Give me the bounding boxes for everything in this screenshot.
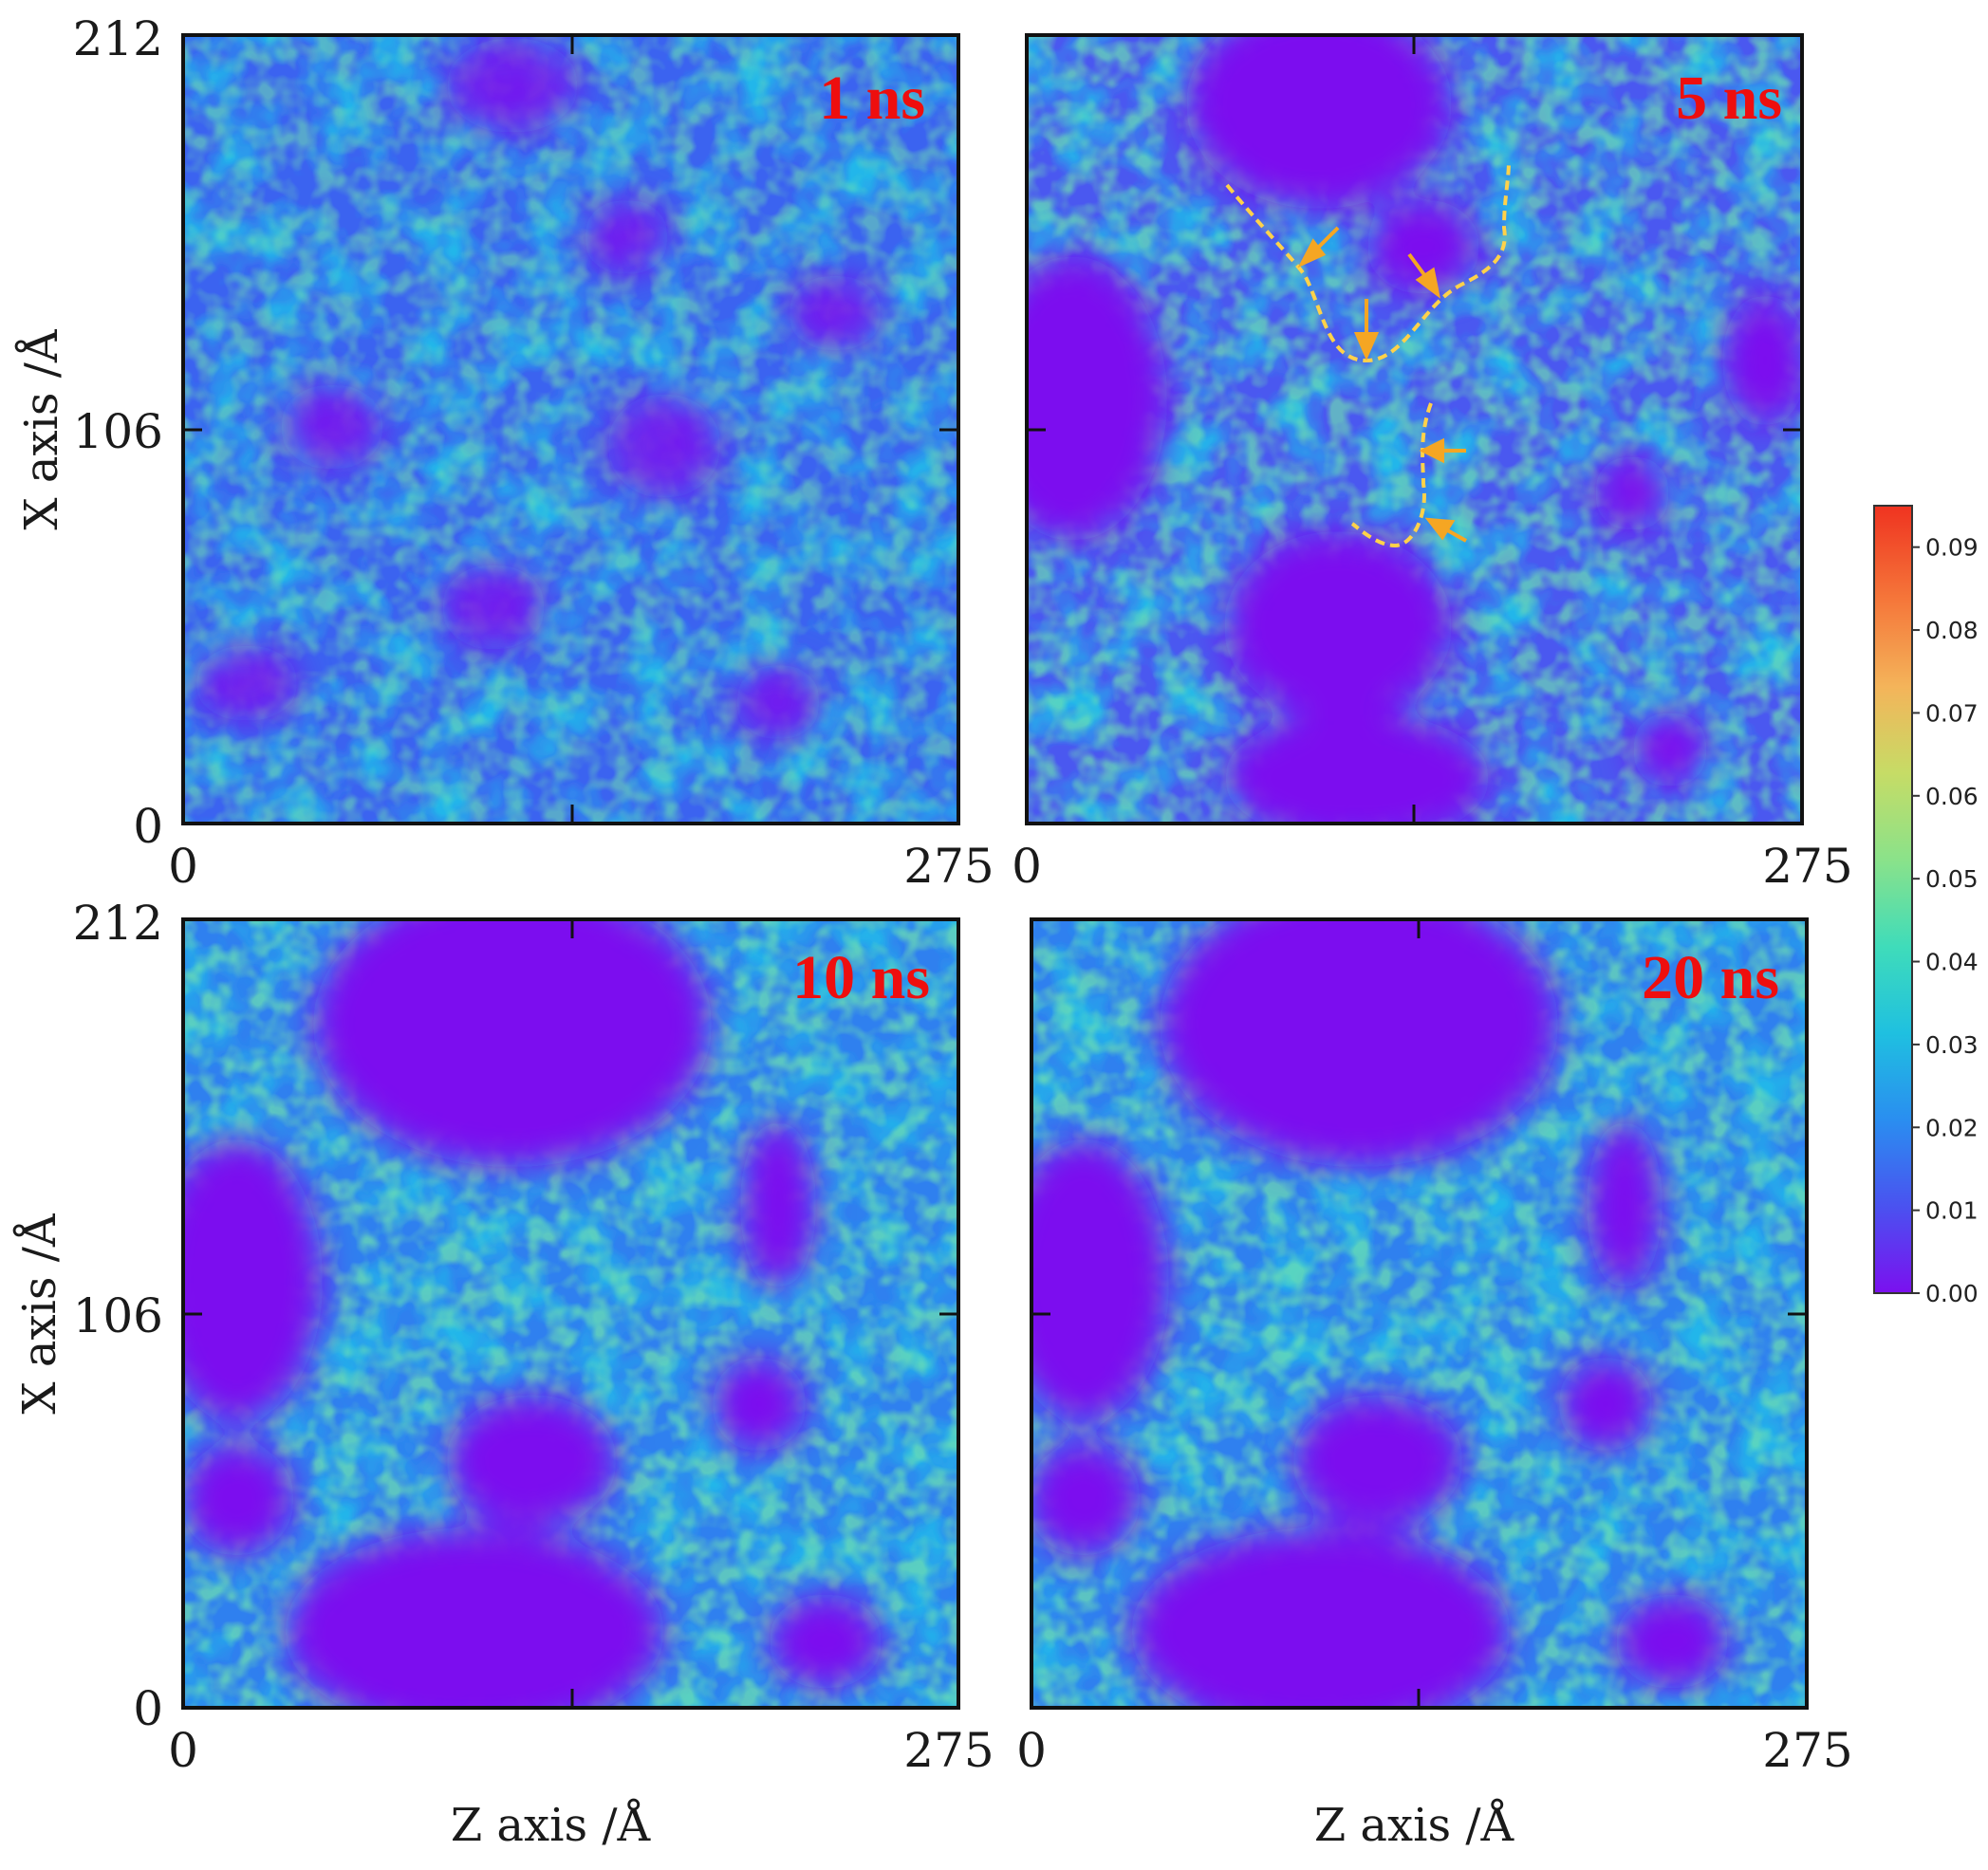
- arrow-icon: [1353, 299, 1380, 361]
- panel-time-label: 5 ns: [1676, 64, 1782, 133]
- ticks: [1031, 919, 1807, 1708]
- x-tick-label: 0: [168, 1723, 198, 1778]
- heatmap-1ns: [183, 35, 958, 824]
- colorbar-ticks: 0.00 0.01 0.02 0.03 0.04 0.05 0.06 0.07 0.08 0.09: [1912, 534, 1979, 1307]
- y-axis-title: X axis /Å: [14, 328, 68, 530]
- arrow-icon: [1424, 517, 1467, 543]
- colorbar-tick-label: 0.04: [1925, 949, 1979, 976]
- arrow-icon: [1419, 437, 1466, 464]
- y-tick-label: 0: [133, 1681, 163, 1736]
- colorbar-scale: [1873, 505, 1913, 1294]
- y-tick-label: 106: [73, 1288, 163, 1343]
- panel-time-label: 1 ns: [819, 64, 925, 133]
- panel-20ns: 20 ns 0 275 Z axis /Å: [1016, 917, 1853, 1852]
- x-tick-label: 0: [1012, 839, 1042, 894]
- colorbar-tick-label: 0.03: [1925, 1031, 1979, 1059]
- y-axis-title: X axis /Å: [12, 1213, 66, 1415]
- x-tick-label: 275: [903, 839, 994, 894]
- colorbar-tick-label: 0.05: [1925, 865, 1979, 893]
- panel-1ns: 1 ns 212 106 0 0 275 X axis /Å: [14, 11, 994, 894]
- interface-contours: [1225, 160, 1511, 548]
- heatmap-10ns: [183, 919, 958, 1708]
- interface-contour: [1225, 160, 1511, 363]
- colorbar-tick-label: 0.09: [1925, 534, 1979, 562]
- panel-10ns: 10 ns 212 106 0 0 275 X axis /Å Z axis /…: [12, 896, 994, 1852]
- colorbar-tick-label: 0.02: [1925, 1114, 1979, 1141]
- colorbar-tick-label: 0.07: [1925, 699, 1979, 727]
- y-tick-label: 212: [73, 11, 163, 66]
- x-tick-label: 275: [1762, 839, 1852, 894]
- panel-time-label: 10 ns: [792, 943, 930, 1012]
- panel-5ns: 5 ns 0 275: [1012, 33, 1853, 894]
- x-axis-title: Z axis /Å: [451, 1798, 652, 1852]
- x-tick-label: 275: [1762, 1723, 1852, 1778]
- arrow-icon: [1407, 252, 1440, 299]
- colorbar-tick-label: 0.06: [1925, 783, 1979, 810]
- ticks: [1027, 35, 1802, 824]
- ticks: [183, 919, 958, 1708]
- arrow-icon: [1297, 226, 1340, 268]
- colorbar-tick-label: 0.01: [1925, 1197, 1979, 1225]
- x-axis-title: Z axis /Å: [1314, 1798, 1515, 1852]
- y-tick-label: 0: [133, 799, 163, 854]
- x-tick-label: 0: [1016, 1723, 1047, 1778]
- y-tick-label: 212: [73, 896, 163, 951]
- colorbar-tick-label: 0.00: [1925, 1280, 1979, 1307]
- heatmap-5ns: [1027, 35, 1802, 824]
- colorbar-tick-label: 0.08: [1925, 617, 1979, 644]
- ticks: [183, 35, 958, 824]
- colorbar: 0.00 0.01 0.02 0.03 0.04 0.05 0.06 0.07 0.08 0.09: [1873, 505, 1979, 1307]
- panel-time-label: 20 ns: [1642, 943, 1779, 1012]
- heatmap-20ns: [1031, 919, 1807, 1708]
- interface-arrows: [1297, 226, 1467, 543]
- x-tick-label: 0: [168, 839, 198, 894]
- x-tick-label: 275: [903, 1723, 994, 1778]
- y-tick-label: 106: [73, 404, 163, 459]
